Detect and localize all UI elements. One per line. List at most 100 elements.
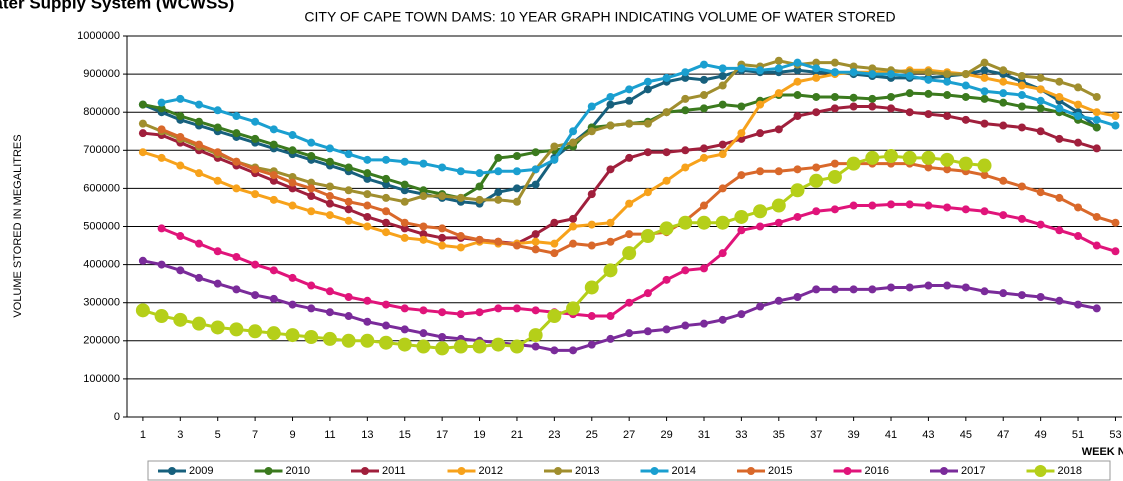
data-point [662, 73, 671, 82]
legend-label: 2012 [479, 465, 503, 477]
x-tick-label: 25 [586, 429, 598, 441]
data-point [138, 148, 147, 157]
data-point [943, 77, 952, 86]
data-point [195, 273, 204, 282]
data-point [980, 58, 989, 67]
data-point [550, 239, 559, 248]
data-point [756, 222, 765, 231]
data-point [195, 140, 204, 149]
data-point [774, 56, 783, 65]
data-point [681, 266, 690, 275]
data-point [341, 333, 356, 348]
data-point [753, 204, 768, 219]
data-point [400, 157, 409, 166]
x-tick-label: 3 [177, 429, 183, 441]
data-point [961, 70, 970, 79]
x-tick-label: 19 [473, 429, 485, 441]
data-point [771, 198, 786, 213]
data-point [830, 104, 839, 113]
data-point [400, 186, 409, 195]
data-point [812, 163, 821, 172]
data-point [827, 169, 842, 184]
data-point [718, 64, 727, 73]
data-point [1017, 214, 1026, 223]
data-point [1055, 134, 1064, 143]
data-point [363, 296, 372, 305]
x-tick-label: 31 [698, 429, 710, 441]
data-point [812, 92, 821, 101]
data-point [288, 184, 297, 193]
data-point [494, 167, 503, 176]
data-point [793, 292, 802, 301]
series-line [142, 104, 1098, 246]
data-point [325, 211, 334, 220]
data-point [550, 218, 559, 227]
data-point [344, 163, 353, 172]
data-point [1074, 100, 1083, 109]
data-point [846, 156, 861, 171]
data-point [606, 218, 615, 227]
data-point [715, 215, 730, 230]
data-point [157, 98, 166, 107]
data-point [325, 308, 334, 317]
data-point [587, 220, 596, 229]
data-point [625, 119, 634, 128]
data-point [213, 279, 222, 288]
data-point [1092, 241, 1101, 250]
data-point [793, 212, 802, 221]
data-point [718, 100, 727, 109]
data-point [419, 235, 428, 244]
data-point [157, 153, 166, 162]
data-point [812, 108, 821, 117]
data-point [176, 94, 185, 103]
data-point [419, 192, 428, 201]
data-point [435, 341, 450, 356]
x-tick-label: 39 [847, 429, 859, 441]
data-point [999, 77, 1008, 86]
data-point [662, 275, 671, 284]
data-point [812, 73, 821, 82]
data-point [494, 153, 503, 162]
data-point [531, 165, 540, 174]
data-point [718, 72, 727, 81]
data-point [793, 66, 802, 75]
data-point [307, 281, 316, 290]
x-tick-label: 49 [1035, 429, 1047, 441]
data-point [961, 81, 970, 90]
data-point [921, 150, 936, 165]
data-point [531, 306, 540, 315]
data-point [606, 237, 615, 246]
data-point [662, 176, 671, 185]
legend-marker [747, 467, 755, 475]
data-point [176, 132, 185, 141]
data-point [868, 94, 877, 103]
data-point [868, 285, 877, 294]
data-point [569, 346, 578, 355]
data-point [400, 304, 409, 313]
data-point [905, 89, 914, 98]
data-point [999, 176, 1008, 185]
data-point [419, 159, 428, 168]
data-point [512, 184, 521, 193]
data-point [756, 129, 765, 138]
data-point [307, 178, 316, 187]
x-tick-label: 15 [399, 429, 411, 441]
legend-marker [168, 467, 176, 475]
data-point [251, 134, 260, 143]
data-point [456, 232, 465, 241]
legend-label: 2010 [286, 465, 310, 477]
data-point [400, 218, 409, 227]
data-point [584, 280, 599, 295]
data-point [438, 332, 447, 341]
data-point [363, 169, 372, 178]
data-point [737, 129, 746, 138]
data-point [344, 205, 353, 214]
legend-marker [264, 467, 273, 475]
data-point [363, 190, 372, 199]
data-point [887, 200, 896, 209]
legend-label: 2013 [575, 465, 599, 477]
legend-label: 2014 [672, 465, 696, 477]
data-point [531, 230, 540, 239]
data-point [569, 239, 578, 248]
data-point [251, 291, 260, 300]
